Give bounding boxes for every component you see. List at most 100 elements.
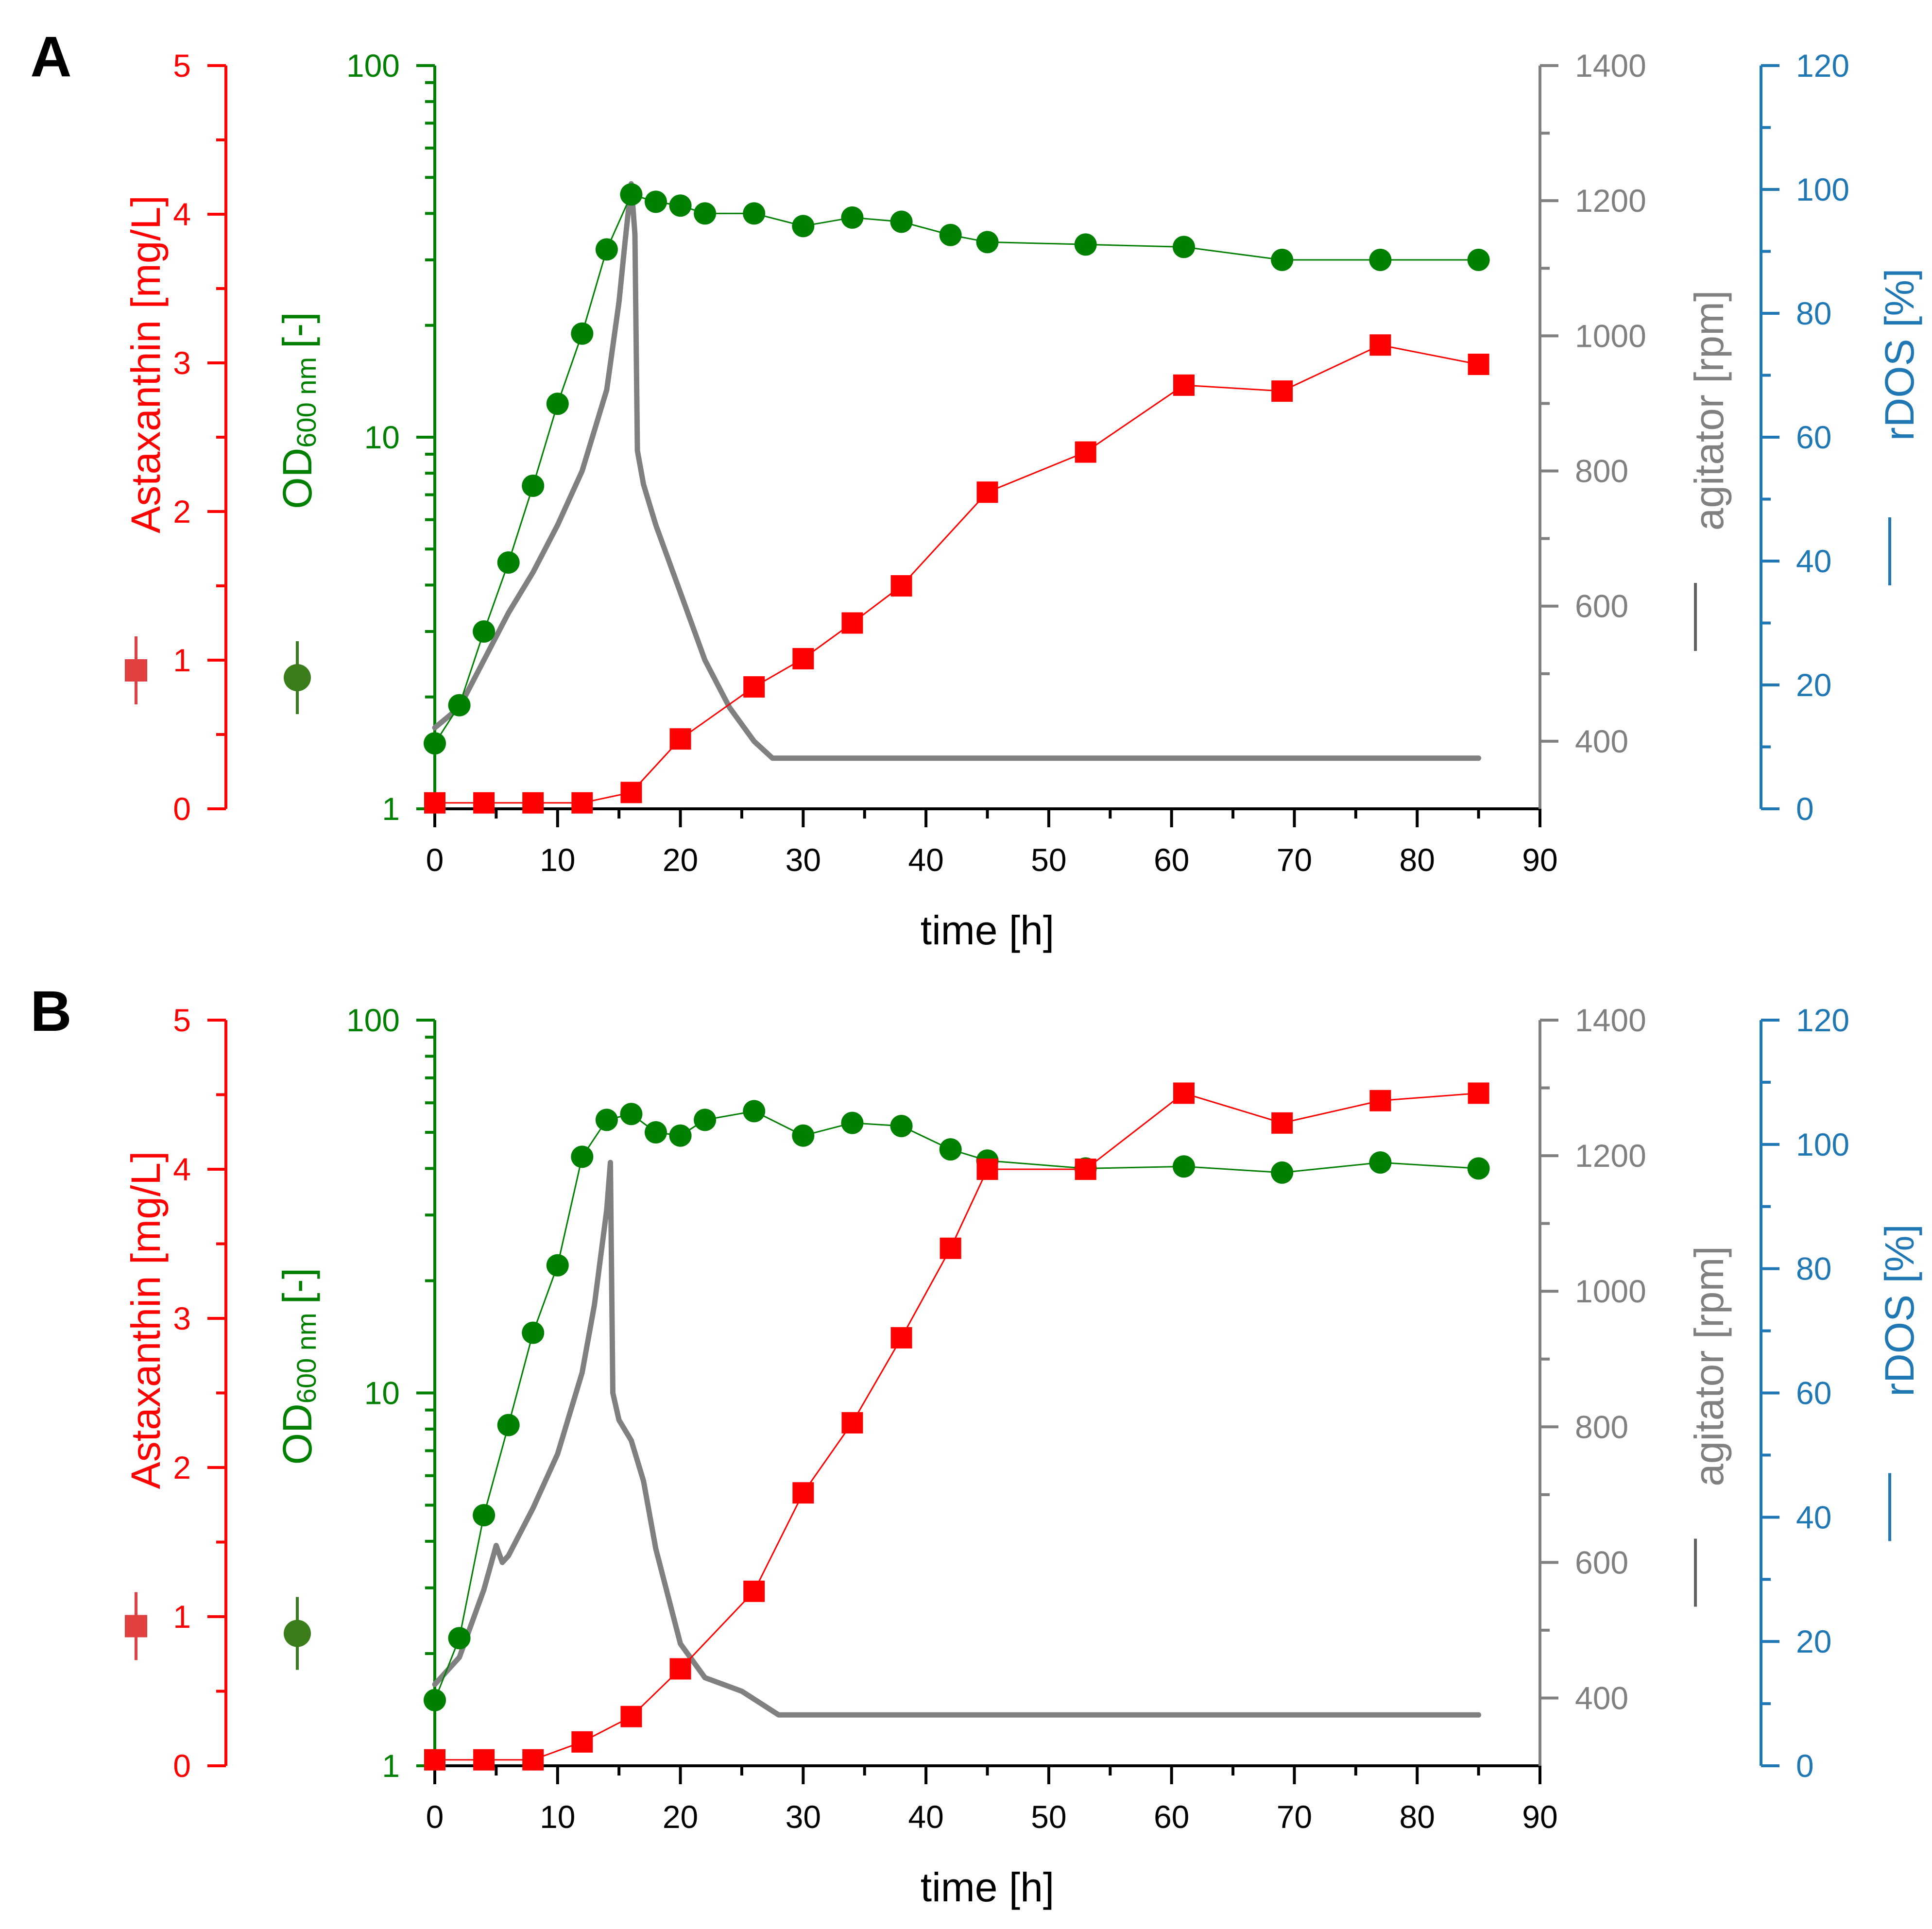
rdos-axis-tick-label: 120 — [1796, 48, 1849, 84]
od-data-point — [1369, 1151, 1392, 1174]
x-tick-label: 80 — [1400, 1799, 1435, 1835]
astaxanthin-data-point — [976, 481, 998, 503]
astaxanthin-data-point — [743, 676, 765, 698]
rdos-axis-tick-label: 60 — [1796, 1375, 1831, 1411]
od-tick-label: 100 — [346, 1002, 400, 1038]
od-data-point — [890, 1114, 913, 1137]
astaxanthin-data-point — [841, 1412, 863, 1434]
rdos-axis-tick-label: 80 — [1796, 1251, 1831, 1287]
astaxanthin-axis: 0 1 2 3 4 5 Astaxanthin [mg/L] — [123, 1002, 227, 1784]
astaxanthin-series-line — [434, 344, 1480, 804]
astaxanthin-data-point — [1271, 380, 1293, 402]
astaxanthin-data-point — [1468, 1082, 1489, 1104]
x-axis-title: time [h] — [921, 907, 1054, 953]
od-data-point — [694, 1109, 717, 1131]
agitator-series-line — [432, 181, 1482, 761]
rdos-axis-tick-label: 40 — [1796, 543, 1831, 579]
od-data-point — [1074, 233, 1097, 256]
agitator-axis-tick-label: 1200 — [1575, 183, 1646, 219]
od-axis-title: OD600 nm [-] — [274, 312, 322, 509]
od-axis-title-main: OD — [274, 448, 320, 509]
x-tick-label: 40 — [908, 1799, 943, 1835]
od-data-point — [841, 206, 864, 229]
series-group — [424, 1082, 1490, 1771]
astaxanthin-data-point — [1369, 334, 1391, 356]
astaxanthin-data-point — [841, 612, 863, 634]
od-data-point — [1271, 249, 1294, 272]
astaxanthin-axis-tick-label: 4 — [173, 196, 191, 232]
od-data-point — [473, 1504, 496, 1527]
astaxanthin-data-point — [890, 1327, 912, 1349]
od-legend-marker — [284, 1620, 311, 1647]
astaxanthin-series-line — [434, 1092, 1480, 1761]
x-tick-label: 70 — [1277, 1799, 1312, 1835]
agitator-axis-tick-label: 1000 — [1575, 318, 1646, 354]
astaxanthin-data-point — [1075, 441, 1096, 463]
od-data-point — [645, 190, 667, 213]
od-tick-label: 100 — [346, 48, 400, 84]
x-tick-label: 50 — [1031, 1799, 1066, 1835]
rdos-axis-tick-label: 100 — [1796, 1127, 1849, 1162]
astaxanthin-data-point — [792, 648, 814, 669]
astaxanthin-axis-tick-label: 5 — [173, 48, 191, 84]
od-tick-label: 1 — [382, 791, 400, 827]
x-tick-label: 40 — [908, 842, 943, 878]
rdos-axis: 0 20 40 60 80 100 120 rDOS [%] — [1760, 1002, 1922, 1784]
rdos-axis-tick-label: 0 — [1796, 791, 1814, 827]
od-data-point — [522, 475, 545, 497]
astaxanthin-data-point — [620, 782, 642, 803]
panel-label: B — [30, 979, 71, 1043]
od-data-point — [497, 1414, 520, 1436]
astaxanthin-data-point — [620, 1706, 642, 1727]
od-axis-title-tail: [-] — [274, 312, 320, 348]
od-data-point — [424, 732, 446, 755]
od-legend-marker — [284, 664, 311, 691]
x-tick-label: 10 — [540, 1799, 575, 1835]
rdos-axis-title: rDOS [%] — [1877, 269, 1922, 441]
od-data-point — [620, 183, 643, 206]
od-data-point — [1172, 1155, 1195, 1178]
od-axis-title-tail: [-] — [274, 1268, 320, 1304]
od-series-line — [434, 1110, 1480, 1701]
astaxanthin-axis-tick-label: 0 — [173, 1748, 191, 1784]
od-data-point — [1172, 236, 1195, 258]
rdos-axis-tick-label: 80 — [1796, 295, 1831, 331]
od-data-point — [669, 1124, 692, 1147]
od-tick-label: 10 — [364, 419, 400, 455]
od-tick-label: 10 — [364, 1375, 400, 1411]
agitator-axis-tick-label: 1400 — [1575, 1002, 1646, 1038]
rdos-axis-tick-label: 100 — [1796, 171, 1849, 207]
astaxanthin-legend-marker — [125, 1615, 147, 1638]
od-data-point — [743, 202, 766, 225]
astaxanthin-data-point — [890, 575, 912, 597]
od-axis-title-sub: 600 nm — [291, 1313, 322, 1403]
x-tick-label: 0 — [426, 1799, 444, 1835]
agitator-axis-tick-label: 1000 — [1575, 1273, 1646, 1309]
agitator-series-line — [432, 1160, 1482, 1718]
x-axis: 0 10 20 30 40 50 60 70 80 90 time [h] — [426, 1764, 1558, 1910]
od-data-point — [595, 238, 618, 261]
astaxanthin-data-point — [571, 1731, 593, 1753]
astaxanthin-data-point — [792, 1482, 814, 1504]
agitator-axis-tick-label: 1200 — [1575, 1138, 1646, 1174]
astaxanthin-data-point — [976, 1159, 998, 1180]
od-data-point — [669, 194, 692, 217]
astaxanthin-data-point — [1173, 374, 1195, 396]
od-axis-title-main: OD — [274, 1403, 320, 1465]
x-tick-label: 90 — [1522, 1799, 1557, 1835]
x-tick-label: 20 — [663, 842, 698, 878]
astaxanthin-axis: 0 1 2 3 4 5 Astaxanthin [mg/L] — [123, 48, 227, 827]
x-tick-label: 0 — [426, 842, 444, 878]
od-data-point — [1369, 249, 1392, 272]
agitator-axis-tick-label: 800 — [1575, 453, 1628, 489]
od-data-point — [595, 1109, 618, 1131]
astaxanthin-axis-tick-label: 3 — [173, 1300, 191, 1336]
astaxanthin-data-point — [522, 1749, 544, 1771]
od-series-line — [434, 193, 1480, 744]
astaxanthin-axis-tick-label: 4 — [173, 1151, 191, 1187]
od-data-point — [1467, 1157, 1490, 1180]
od-data-point — [546, 1254, 569, 1277]
